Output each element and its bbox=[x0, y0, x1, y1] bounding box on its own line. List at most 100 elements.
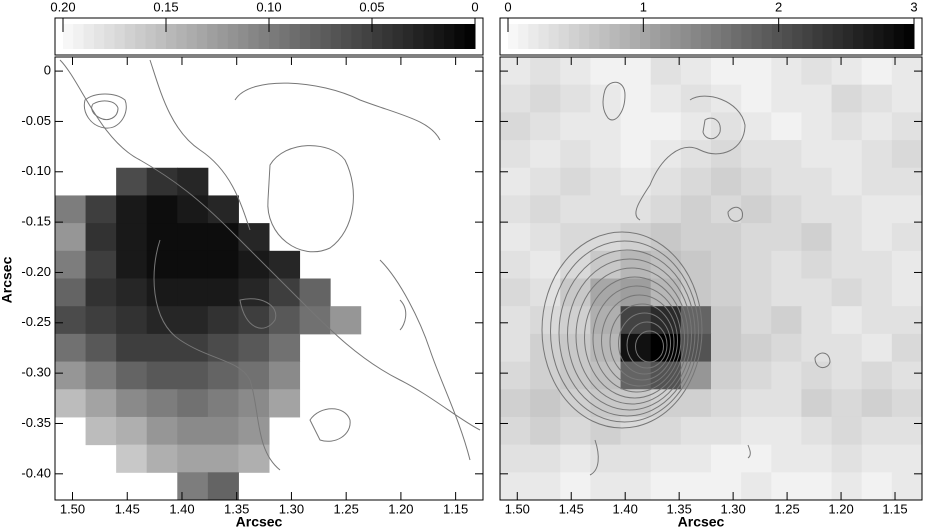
colorbar-step bbox=[751, 24, 763, 49]
pixel bbox=[801, 416, 833, 446]
colorbar-step bbox=[903, 24, 915, 49]
y-tick-label: -0.40 bbox=[21, 465, 51, 480]
pixel bbox=[831, 57, 863, 86]
colorbar-step bbox=[186, 24, 198, 49]
pixel bbox=[560, 140, 591, 169]
pixel bbox=[831, 223, 863, 252]
x-tick-label: 1.25 bbox=[334, 501, 359, 516]
colorbar-frame bbox=[499, 17, 923, 56]
contour bbox=[584, 276, 685, 399]
pixel bbox=[530, 195, 561, 224]
pixel bbox=[590, 472, 622, 501]
pixel bbox=[116, 195, 148, 224]
pixel bbox=[891, 112, 923, 141]
pixel bbox=[680, 416, 712, 446]
contour bbox=[399, 299, 407, 331]
pixel bbox=[590, 112, 622, 141]
x-tick-label: 1.35 bbox=[667, 501, 692, 516]
colorbar-tick-label: 0.05 bbox=[359, 0, 384, 14]
colorbar-step bbox=[639, 24, 651, 49]
pixel bbox=[207, 333, 239, 363]
colorbar-step bbox=[299, 24, 311, 49]
pixel bbox=[620, 444, 652, 473]
pixel bbox=[680, 444, 712, 473]
colorbar-step bbox=[599, 24, 610, 49]
pixel bbox=[771, 195, 802, 224]
pixel bbox=[741, 250, 772, 279]
pixel bbox=[269, 361, 301, 390]
pixel bbox=[530, 472, 561, 501]
contour bbox=[601, 294, 678, 387]
contour bbox=[618, 312, 671, 375]
pixel bbox=[861, 361, 893, 390]
pixel bbox=[530, 223, 561, 252]
pixel bbox=[530, 140, 561, 169]
contour bbox=[153, 239, 281, 471]
pixel bbox=[861, 84, 893, 113]
pixel bbox=[680, 140, 712, 169]
colorbar-tick-label: 0.20 bbox=[50, 0, 75, 14]
pixel bbox=[55, 278, 87, 307]
pixel bbox=[55, 389, 87, 418]
pixel bbox=[620, 84, 652, 113]
pixel bbox=[831, 361, 863, 390]
colorbar-step bbox=[196, 24, 208, 49]
pixel bbox=[771, 250, 802, 279]
pixel bbox=[238, 416, 270, 446]
pixel bbox=[861, 195, 893, 224]
colorbar-step bbox=[207, 24, 218, 49]
pixel bbox=[530, 57, 561, 86]
pixel bbox=[891, 416, 923, 446]
pixel bbox=[831, 167, 863, 196]
pixel bbox=[146, 195, 178, 224]
colorbar-step bbox=[629, 24, 641, 49]
contour bbox=[558, 249, 696, 417]
pixel bbox=[177, 195, 209, 224]
contour bbox=[592, 285, 682, 393]
x-tick-label: 1.20 bbox=[828, 501, 853, 516]
pixel bbox=[177, 250, 209, 279]
colorbar-step bbox=[792, 24, 803, 49]
pixel bbox=[207, 389, 239, 418]
pixel bbox=[500, 250, 531, 279]
pixel bbox=[831, 84, 863, 113]
pixel bbox=[177, 306, 209, 335]
contour bbox=[91, 100, 119, 121]
colorbar-step bbox=[310, 24, 321, 49]
pixel bbox=[771, 361, 802, 390]
pixel bbox=[861, 167, 893, 196]
pixel bbox=[741, 195, 772, 224]
colorbar-step bbox=[351, 24, 363, 49]
pixel bbox=[650, 444, 682, 473]
colorbar-step bbox=[690, 24, 702, 49]
pixel bbox=[650, 84, 682, 113]
pixel bbox=[741, 140, 772, 169]
contour bbox=[814, 352, 831, 368]
pixel bbox=[85, 389, 117, 418]
contour bbox=[149, 59, 251, 231]
pixel bbox=[711, 57, 742, 86]
pixel bbox=[891, 84, 923, 113]
pixel bbox=[680, 167, 712, 196]
pixel bbox=[891, 195, 923, 224]
pixel bbox=[530, 84, 561, 113]
pixel bbox=[238, 306, 270, 335]
pixel bbox=[116, 167, 148, 196]
pixel bbox=[85, 223, 117, 252]
pixel bbox=[177, 361, 209, 390]
x-tick-label: 1.20 bbox=[388, 501, 413, 516]
pixel bbox=[711, 444, 742, 473]
colorbar-step bbox=[423, 24, 435, 49]
colorbar-step bbox=[660, 24, 671, 49]
pixel bbox=[801, 140, 833, 169]
pixel bbox=[85, 250, 117, 279]
pixel bbox=[146, 250, 178, 279]
contour bbox=[567, 258, 692, 411]
pixel bbox=[146, 361, 178, 390]
pixel bbox=[831, 195, 863, 224]
pixel bbox=[560, 444, 591, 473]
contour bbox=[575, 267, 689, 405]
colorbar-step bbox=[145, 24, 157, 49]
pixel bbox=[590, 195, 622, 224]
pixel bbox=[116, 278, 148, 307]
